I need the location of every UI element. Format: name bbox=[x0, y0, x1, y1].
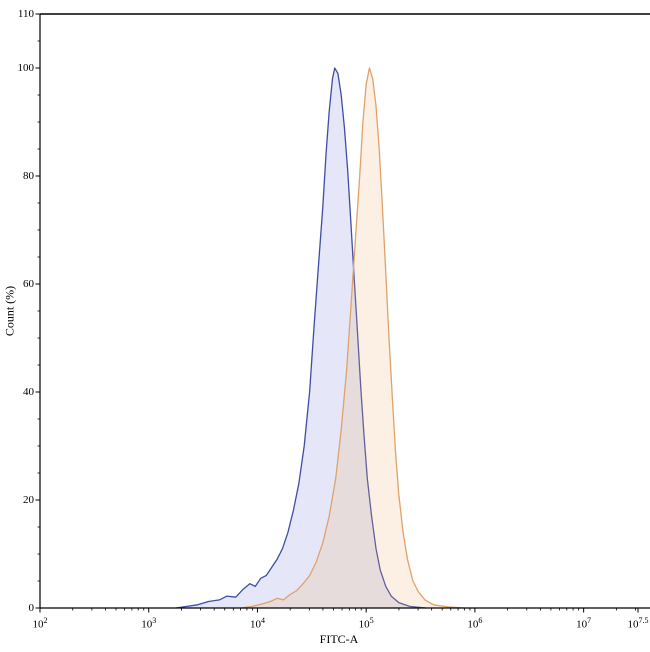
y-tick-label: 80 bbox=[23, 170, 34, 182]
x-tick-label: 107 bbox=[576, 616, 592, 631]
series-orange-curve bbox=[241, 67, 465, 609]
x-tick-label: 104 bbox=[249, 616, 265, 631]
x-tick-label: 103 bbox=[141, 616, 157, 631]
y-tick-label: 0 bbox=[28, 602, 35, 614]
x-tick-label: 105 bbox=[358, 616, 374, 631]
y-tick-label: 20 bbox=[23, 494, 34, 506]
x-tick-label: 102 bbox=[32, 616, 48, 631]
y-tick-label: 40 bbox=[23, 386, 34, 398]
x-axis-label: FITC-A bbox=[319, 632, 359, 646]
series-blue-fill bbox=[175, 68, 426, 608]
y-axis-label: Count (%) bbox=[2, 285, 17, 337]
x-tick-label: 107.5 bbox=[627, 616, 649, 631]
series-blue-curve bbox=[175, 67, 427, 609]
y-tick-label: 100 bbox=[17, 62, 35, 74]
y-tick-label: 60 bbox=[23, 278, 34, 290]
y-tick-label: 110 bbox=[17, 8, 34, 20]
x-tick-label: 106 bbox=[467, 616, 483, 631]
series-orange-fill bbox=[241, 68, 464, 608]
